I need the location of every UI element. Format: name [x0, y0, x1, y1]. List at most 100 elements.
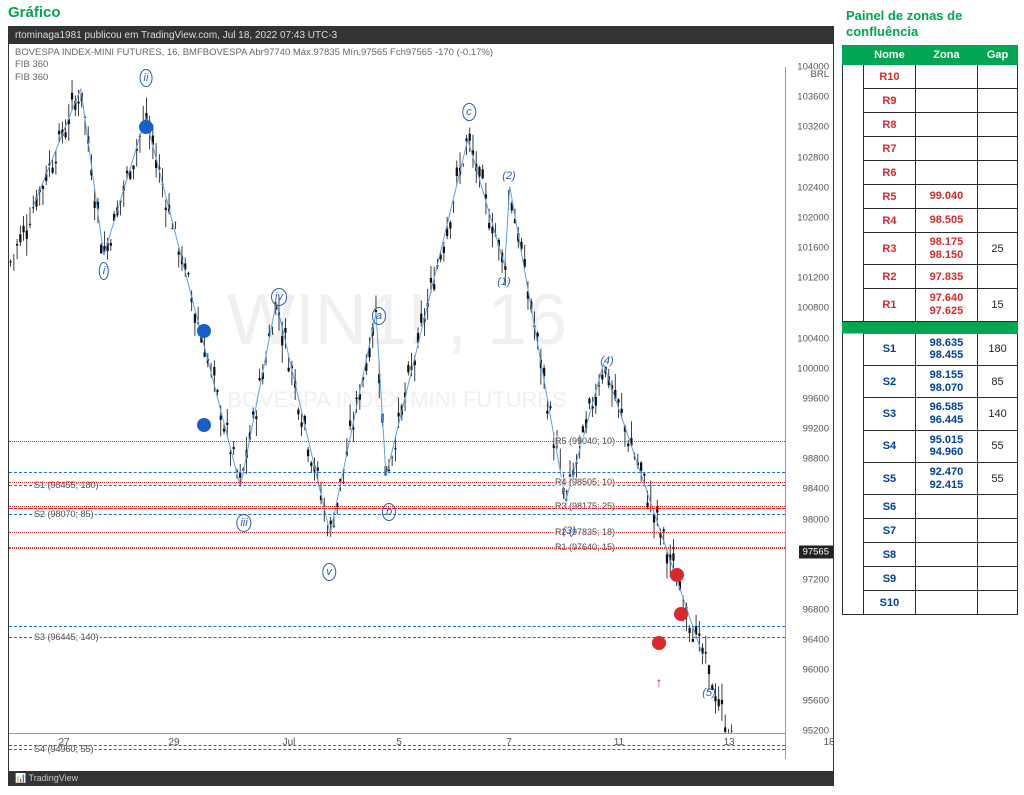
hline [9, 637, 785, 638]
level-gap [978, 519, 1018, 543]
level-zone: 97.835 [915, 265, 977, 289]
hline [9, 485, 785, 486]
y-tick: 100800 [797, 303, 829, 314]
y-tick: 99600 [803, 393, 829, 404]
level-name: S3 [864, 398, 916, 430]
level-gap: 55 [978, 430, 1018, 462]
wave-label: b [386, 506, 392, 518]
spacer [843, 321, 1018, 333]
x-tick: 5 [396, 737, 402, 748]
wave-label: iii [240, 517, 247, 529]
y-tick: 103600 [797, 92, 829, 103]
x-tick: 29 [168, 737, 179, 748]
level-zone [915, 567, 977, 591]
level-gap: 55 [978, 462, 1018, 494]
x-tick: 18 [823, 737, 834, 748]
level-name: R8 [864, 113, 916, 137]
price-badge: 97565 [799, 546, 833, 559]
header-name: Nome [864, 46, 916, 65]
level-gap [978, 89, 1018, 113]
wave-label: a [376, 310, 382, 322]
brand-text: TradingView [29, 773, 79, 783]
wave-label: i [103, 265, 105, 277]
marker-dot [652, 636, 666, 650]
level-zone: 92.47092.415 [915, 462, 977, 494]
y-tick: 98000 [803, 514, 829, 525]
level-gap [978, 591, 1018, 615]
table-row: ResistênciasR10 [843, 65, 1018, 89]
level-name: S10 [864, 591, 916, 615]
level-zone [915, 591, 977, 615]
table-row: S298.15598.07085 [843, 366, 1018, 398]
table-row: S396.58596.445140 [843, 398, 1018, 430]
table-row: S8 [843, 543, 1018, 567]
header-spacer [843, 46, 864, 65]
marker-dot [139, 120, 153, 134]
level-name: S7 [864, 519, 916, 543]
level-gap: 25 [978, 233, 1018, 265]
chart-header: rtominaga1981 publicou em TradingView.co… [9, 27, 833, 44]
hline [9, 548, 785, 549]
level-zone [915, 543, 977, 567]
tradingview-brand: 📊 TradingView [9, 771, 833, 785]
plot-svg [9, 67, 785, 733]
level-name: R4 [864, 209, 916, 233]
table-row: R9 [843, 89, 1018, 113]
plot-area[interactable]: WIN1! , 16 BOVESPA INDEX-MINI FUTURES S1… [9, 67, 785, 733]
level-gap [978, 567, 1018, 591]
hline [9, 506, 785, 507]
level-zone: 96.58596.445 [915, 398, 977, 430]
hline [9, 626, 785, 627]
level-gap [978, 137, 1018, 161]
level-zone [915, 495, 977, 519]
instrument-line: BOVESPA INDEX-MINI FUTURES, 16, BMFBOVES… [15, 47, 827, 59]
level-zone: 99.040 [915, 185, 977, 209]
y-tick: 95200 [803, 725, 829, 736]
level-gap: 15 [978, 289, 1018, 321]
table-row: S592.47092.41555 [843, 462, 1018, 494]
marker-dot [197, 324, 211, 338]
hline-label: R4 (98505; 10) [554, 477, 616, 487]
chart-container: rtominaga1981 publicou em TradingView.co… [8, 26, 834, 786]
y-tick: 98800 [803, 454, 829, 465]
y-tick: 97200 [803, 574, 829, 585]
wave-label: c [466, 106, 472, 118]
y-tick: 100400 [797, 333, 829, 344]
wave-label: (3) [562, 525, 575, 537]
level-name: R9 [864, 89, 916, 113]
level-name: R3 [864, 233, 916, 265]
level-gap [978, 265, 1018, 289]
level-zone [915, 161, 977, 185]
hline [9, 482, 785, 483]
table-row: R197.64097.62515 [843, 289, 1018, 321]
level-name: R10 [864, 65, 916, 89]
level-gap: 180 [978, 333, 1018, 365]
x-tick: 11 [614, 737, 624, 748]
hline [9, 514, 785, 515]
hline [9, 441, 785, 442]
table-row: R498.505 [843, 209, 1018, 233]
level-zone: 95.01594.960 [915, 430, 977, 462]
level-gap [978, 113, 1018, 137]
y-tick: 102000 [797, 212, 829, 223]
wave-label: ii [144, 72, 149, 84]
wave-label: v [326, 566, 332, 578]
table-row: R8 [843, 113, 1018, 137]
section-label: Suportes [843, 333, 864, 614]
table-row: S10 [843, 591, 1018, 615]
level-name: S1 [864, 333, 916, 365]
hline-label: R5 (99040; 10) [554, 436, 616, 446]
table-row: S7 [843, 519, 1018, 543]
x-tick: 7 [506, 737, 512, 748]
header-gap: Gap [978, 46, 1018, 65]
hline [9, 472, 785, 473]
level-name: S9 [864, 567, 916, 591]
table-row: S9 [843, 567, 1018, 591]
hline-label: S3 (96445; 140) [33, 632, 100, 642]
table-row: S6 [843, 495, 1018, 519]
arrow-up-icon: ↑ [656, 674, 663, 690]
table-row: SuportesS198.63598.455180 [843, 333, 1018, 365]
level-zone: 98.15598.070 [915, 366, 977, 398]
table-row: R7 [843, 137, 1018, 161]
hline-label: S2 (98070; 85) [33, 509, 95, 519]
